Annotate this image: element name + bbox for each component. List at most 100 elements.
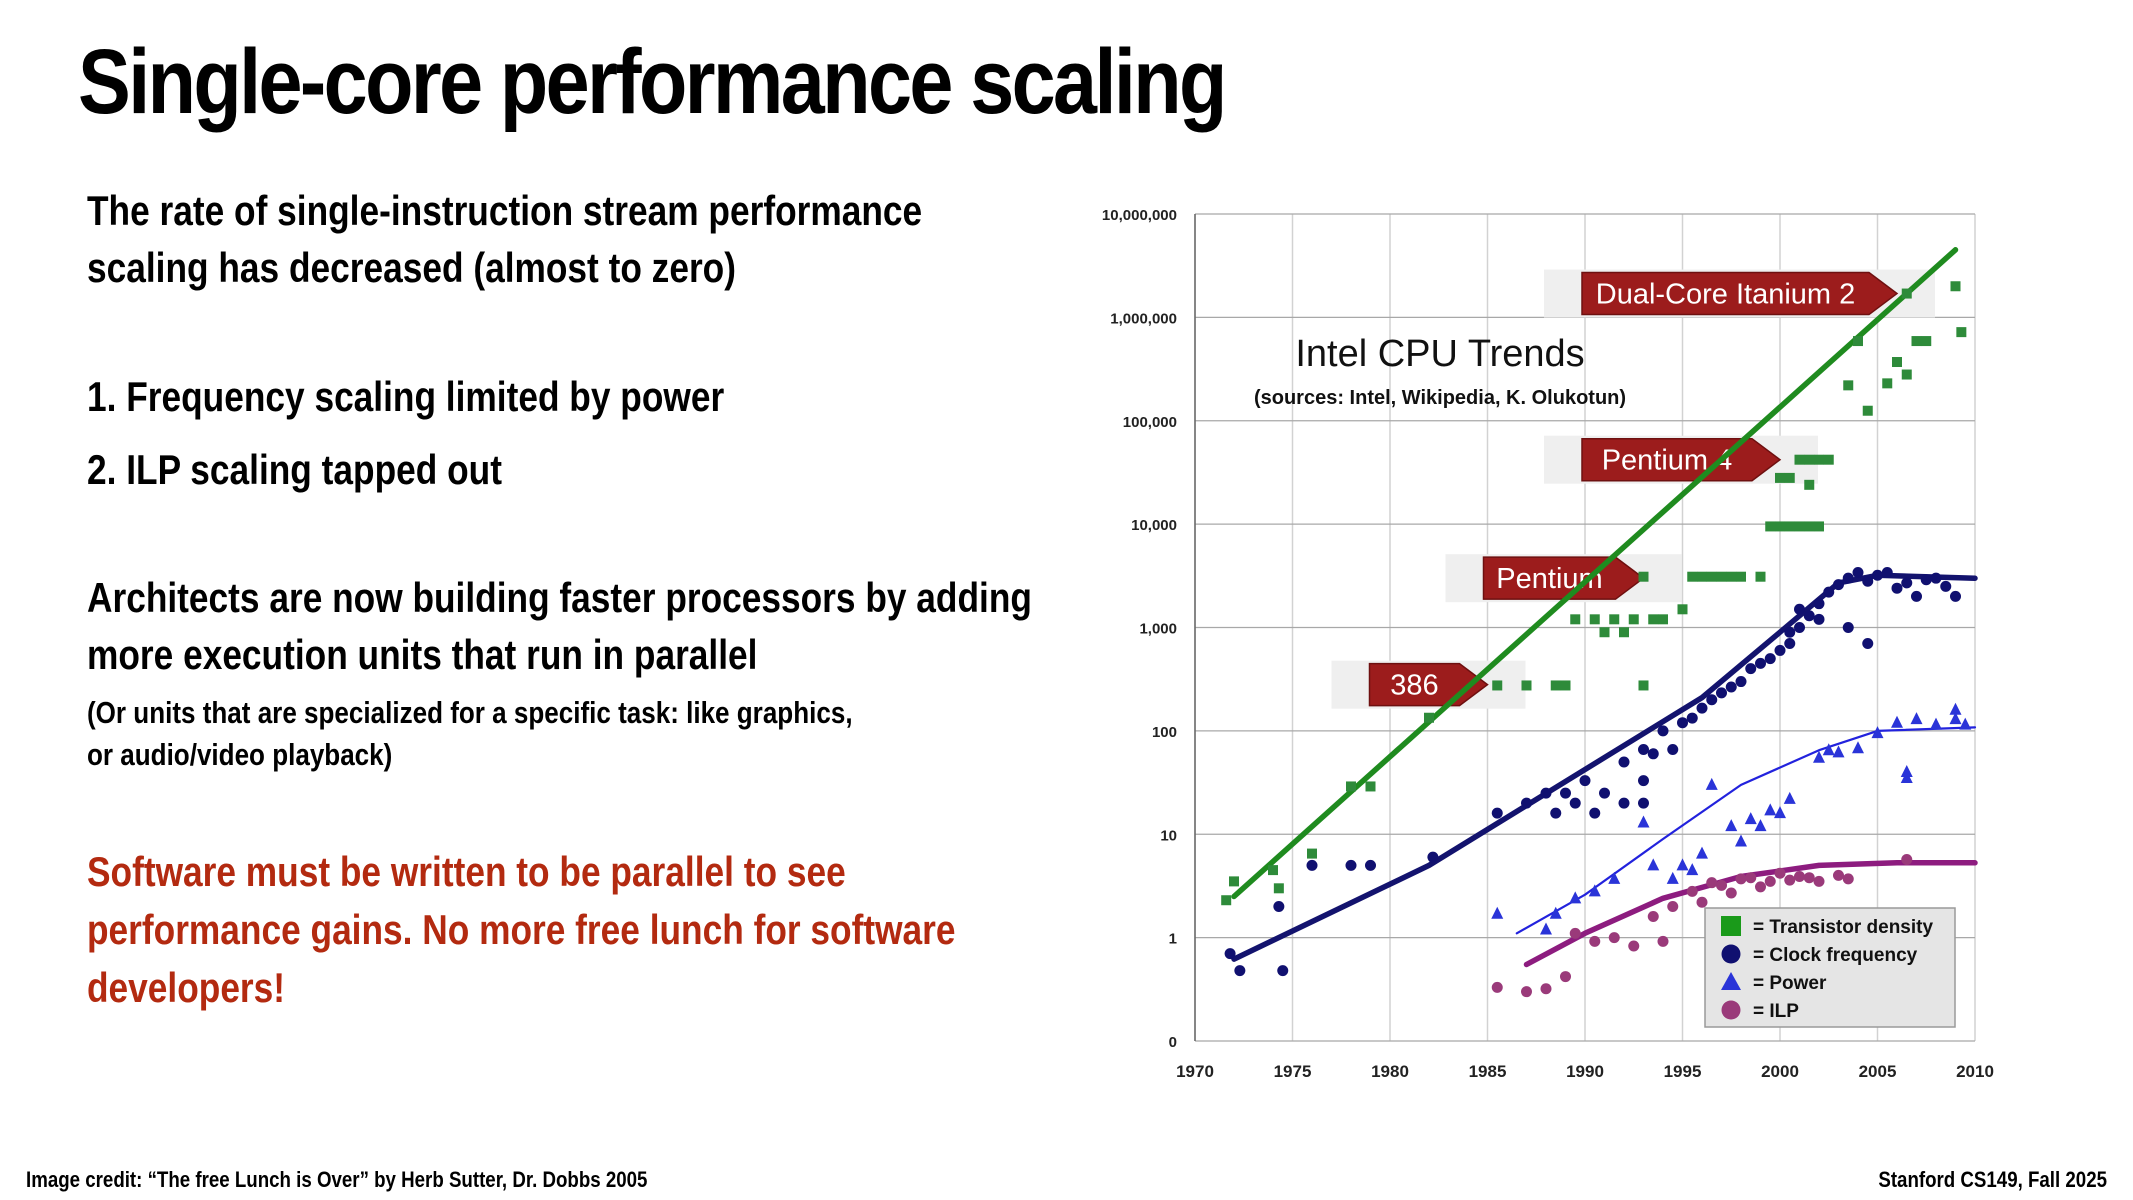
processor-annotation: Dual-Core Itanium 2	[1544, 269, 1935, 318]
data-point	[1940, 580, 1952, 592]
y-tick-label: 10,000,000	[1102, 207, 1177, 224]
data-point	[1666, 871, 1679, 884]
data-point	[1765, 521, 1776, 532]
data-point	[1949, 712, 1962, 725]
data-point	[1822, 743, 1835, 756]
data-point	[1911, 336, 1922, 347]
legend-label: = Power	[1753, 973, 1827, 994]
data-point	[1755, 571, 1766, 582]
bullet-frequency: 1. Frequency scaling limited by power	[87, 373, 725, 420]
data-point	[1900, 771, 1913, 784]
data-point	[1589, 807, 1601, 819]
legend-item: = Transistor density	[1721, 916, 1933, 938]
y-tick-label: 1,000,000	[1110, 310, 1177, 327]
data-point	[1540, 983, 1552, 995]
data-point	[1862, 575, 1874, 587]
data-point	[1794, 454, 1805, 465]
chart-title: Intel CPU Trends	[1295, 333, 1584, 375]
data-point	[1521, 797, 1532, 809]
data-point	[1755, 881, 1766, 893]
data-point	[1657, 725, 1669, 737]
chart-subtitle: (sources: Intel, Wikipedia, K. Olukotun)	[1254, 387, 1626, 409]
data-point	[1881, 567, 1893, 579]
data-point	[1716, 687, 1727, 699]
x-tick-label: 1970	[1176, 1062, 1214, 1081]
data-point	[1647, 748, 1659, 760]
data-point	[1833, 579, 1844, 591]
data-point	[1764, 803, 1777, 816]
data-point	[1842, 572, 1854, 584]
data-point	[1774, 806, 1786, 819]
conclusion-line-1: Software must be written to be parallel …	[87, 848, 846, 895]
y-tick-label: 0	[1169, 1034, 1177, 1051]
legend-item: = Clock frequency	[1721, 944, 1918, 966]
data-point	[1599, 787, 1610, 799]
data-point	[1764, 653, 1776, 665]
data-point	[1803, 610, 1815, 622]
image-credit: Image credit: “The free Lunch is Over” b…	[26, 1167, 648, 1192]
data-point	[1813, 598, 1825, 610]
annotation-arrow-shape	[1581, 271, 1899, 316]
data-point	[1853, 336, 1863, 347]
architects-paragraph: Architects are now building faster proce…	[87, 569, 1032, 683]
data-point	[1638, 775, 1649, 787]
data-point	[1268, 865, 1278, 876]
data-point	[1745, 663, 1757, 675]
data-point	[1804, 454, 1815, 465]
annotation-label: Dual-Core Itanium 2	[1596, 279, 1856, 311]
annotation-label: 386	[1390, 670, 1438, 702]
data-point	[1775, 472, 1785, 483]
data-point	[1221, 895, 1232, 906]
data-point	[1638, 744, 1649, 756]
data-point	[1832, 745, 1845, 758]
data-point	[1930, 717, 1942, 730]
data-point	[1882, 378, 1893, 389]
data-point	[1705, 777, 1718, 790]
data-point	[1949, 702, 1962, 715]
data-point	[1608, 871, 1621, 884]
y-tick-label: 100	[1152, 724, 1177, 741]
data-point	[1540, 922, 1552, 935]
data-point	[1872, 569, 1883, 581]
annotation-label: Pentium 4	[1602, 445, 1733, 477]
specialized-note: (Or units that are specialized for a spe…	[87, 692, 853, 776]
legend-item: = Power	[1721, 972, 1827, 994]
y-tick-label: 100,000	[1123, 414, 1177, 431]
data-point	[1843, 380, 1854, 391]
data-point	[1959, 717, 1972, 730]
data-point	[1637, 815, 1650, 828]
data-point	[1745, 872, 1757, 884]
data-point	[1677, 717, 1688, 729]
data-point	[1570, 614, 1581, 625]
data-point	[1794, 603, 1805, 615]
data-point	[1725, 681, 1737, 693]
data-point	[1735, 873, 1747, 885]
legend-triangle-marker	[1721, 972, 1741, 990]
legend-label: = ILP	[1753, 1001, 1799, 1022]
data-point	[1716, 879, 1727, 891]
conclusion-line-2: performance gains. No more free lunch fo…	[87, 906, 956, 953]
data-point	[1814, 521, 1824, 532]
data-point	[1560, 680, 1571, 691]
data-point	[1618, 797, 1630, 809]
data-point	[1726, 571, 1737, 582]
data-point	[1307, 848, 1317, 859]
data-point	[1783, 791, 1796, 804]
legend-item: = ILP	[1721, 1000, 1799, 1022]
data-point	[1273, 883, 1284, 894]
chart-legend: = Transistor density = Clock frequency = P…	[1704, 907, 1956, 1028]
y-tick-label: 10,000	[1131, 517, 1177, 534]
data-point	[1950, 281, 1961, 292]
data-point	[1234, 965, 1246, 977]
data-point	[1491, 807, 1503, 819]
data-point	[1803, 872, 1815, 884]
data-point	[1725, 887, 1737, 899]
data-point	[1579, 775, 1591, 787]
y-tick-label: 10	[1160, 827, 1177, 844]
legend-circle-marker	[1721, 1000, 1741, 1020]
data-point	[1871, 726, 1884, 739]
data-point	[1345, 859, 1357, 871]
data-point	[1784, 472, 1795, 483]
x-tick-label: 1975	[1274, 1062, 1312, 1081]
data-point	[1794, 871, 1805, 883]
